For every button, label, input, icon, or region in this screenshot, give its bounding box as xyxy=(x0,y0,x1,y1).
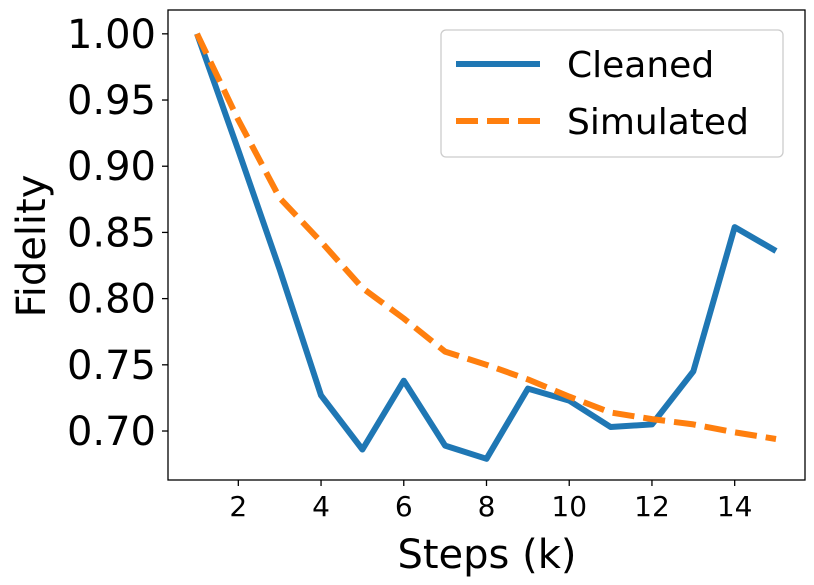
y-axis-ticks: 0.70 0.75 0.80 0.85 0.90 0.95 1.00 xyxy=(67,12,168,455)
y-tick-label: 0.85 xyxy=(67,210,156,256)
x-tick-label: 4 xyxy=(312,490,330,523)
y-tick-label: 0.95 xyxy=(67,78,156,124)
x-tick-label: 8 xyxy=(478,490,496,523)
y-tick-label: 0.80 xyxy=(67,277,156,323)
x-tick-label: 12 xyxy=(634,490,670,523)
x-tick-label: 14 xyxy=(717,490,753,523)
series-line-cleaned xyxy=(194,32,778,462)
series-line-simulated xyxy=(194,32,777,442)
legend: Cleaned Simulated xyxy=(440,29,784,158)
y-tick-label: 0.90 xyxy=(67,144,156,190)
x-axis-title: Steps (k) xyxy=(397,532,576,578)
x-tick-label: 6 xyxy=(395,490,413,523)
y-tick-label: 0.75 xyxy=(67,343,156,389)
x-tick-label: 10 xyxy=(551,490,587,523)
x-tick-label: 2 xyxy=(229,490,247,523)
legend-label-simulated: Simulated xyxy=(567,102,749,143)
legend-label-cleaned: Cleaned xyxy=(567,45,714,86)
y-axis-title: Fidelity xyxy=(9,175,55,318)
series-layer xyxy=(194,32,778,462)
y-tick-label: 0.70 xyxy=(67,409,156,455)
y-tick-label: 1.00 xyxy=(67,12,156,58)
x-axis-ticks: 2 4 6 8 10 12 14 xyxy=(229,480,753,523)
